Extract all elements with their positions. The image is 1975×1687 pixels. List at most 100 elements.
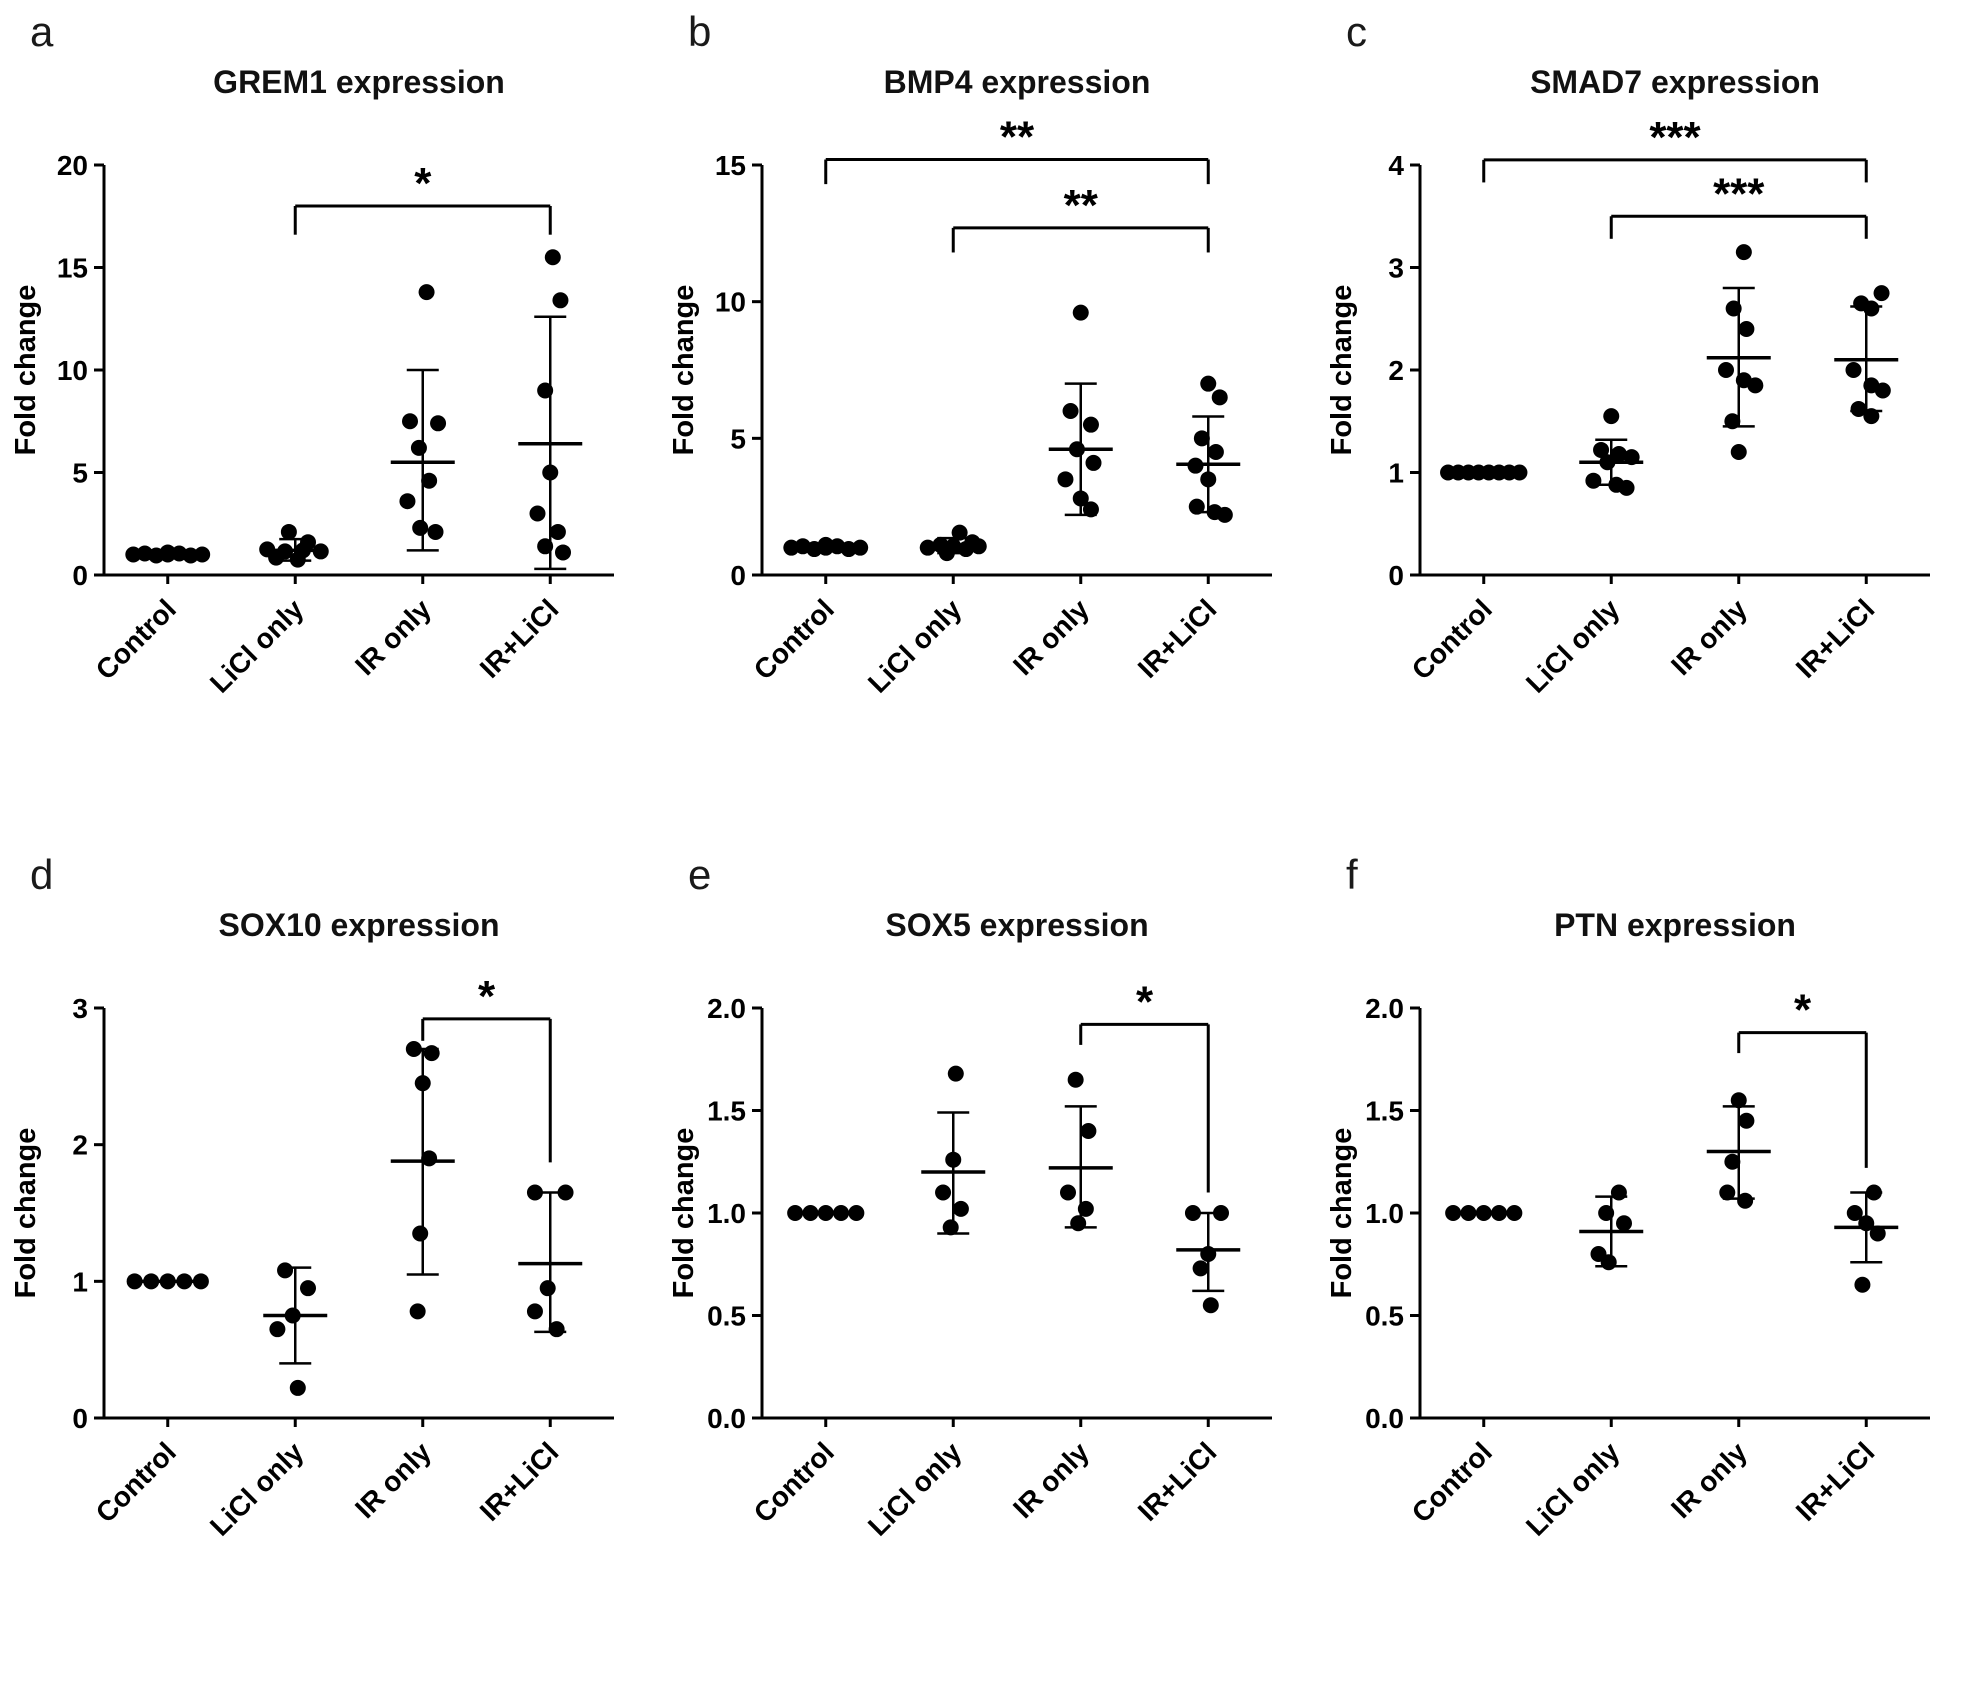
data-point (544, 249, 561, 266)
data-point (951, 524, 968, 541)
x-category-label: Control (1406, 593, 1498, 685)
data-point (529, 505, 546, 522)
sig-label: ** (1000, 113, 1035, 162)
data-point (1735, 244, 1752, 261)
y-axis-title: Fold change (1326, 1128, 1358, 1299)
data-point (1737, 1192, 1754, 1209)
panel-letter: c (1346, 8, 1367, 55)
data-point (1475, 1205, 1492, 1221)
data-point (1213, 1205, 1229, 1221)
panel-letter: b (688, 8, 712, 55)
data-point (1846, 1205, 1863, 1221)
data-point (1082, 501, 1099, 518)
data-point (947, 1065, 964, 1082)
data-point (1211, 389, 1228, 406)
scatter-plot-bmp4: 0 5 10 15 Fold change Control LiCl only IR only… (668, 113, 1272, 699)
data-point (1603, 408, 1620, 425)
data-point (1730, 1092, 1747, 1109)
panel-b: b BMP4 expression 0 5 10 15 Fold change Contr… (658, 0, 1316, 843)
data-point (548, 1321, 565, 1338)
data-point (1869, 1225, 1886, 1242)
sig-label: *** (1649, 113, 1701, 162)
data-point (1738, 321, 1755, 337)
y-tick-label: 0 (72, 1403, 88, 1434)
panel-title: PTN expression (1554, 907, 1796, 943)
scatter-plot-grem1: 0 5 10 15 20 Fold change Control LiCl only IR on… (10, 150, 614, 699)
data-point (409, 1303, 426, 1320)
x-category-label: LiCl only (204, 1436, 310, 1542)
x-category-label: Control (748, 1436, 840, 1528)
x-category-label: Control (90, 593, 182, 685)
data-point (1187, 457, 1204, 474)
y-axis-title: Fold change (1326, 285, 1358, 456)
data-point (542, 464, 559, 481)
data-point (421, 1150, 438, 1167)
x-category-label: Control (748, 593, 840, 685)
y-tick-label: 1.5 (707, 1096, 746, 1127)
x-category-label: IR+LiCl (1790, 1436, 1881, 1527)
y-axis-title: Fold change (10, 285, 42, 456)
data-point (526, 1303, 543, 1320)
y-tick-label: 4 (1388, 150, 1404, 181)
y-tick-label: 1.0 (707, 1198, 746, 1229)
data-point (1725, 300, 1742, 317)
data-point (268, 549, 285, 566)
sig-label: *** (1713, 169, 1765, 218)
panel-letter: e (688, 851, 712, 898)
data-point (1858, 1215, 1875, 1232)
data-point (555, 544, 571, 561)
data-point (1193, 430, 1210, 447)
data-point (1067, 1071, 1084, 1088)
data-point (1491, 1205, 1508, 1221)
data-point (1623, 449, 1640, 466)
scatter-plot-sox10: 0 1 2 3 Fold change Control LiCl only IR only IR… (10, 972, 614, 1542)
data-point (833, 1205, 850, 1221)
data-point (817, 536, 834, 553)
data-point (412, 519, 429, 536)
data-point (802, 1205, 819, 1221)
data-point (552, 292, 569, 309)
data-point (1184, 1205, 1201, 1221)
panel-letter: f (1346, 851, 1358, 898)
data-point (1200, 375, 1217, 392)
data-point (1610, 1184, 1627, 1201)
scatter-plot-sox5: 0.0 0.5 1.0 1.5 2.0 Fold change Control LiCl on… (668, 977, 1272, 1542)
x-category-label: IR+LiCl (1132, 593, 1223, 684)
y-tick-label: 2 (72, 1130, 88, 1161)
y-tick-label: 0 (1388, 560, 1404, 591)
y-tick-label: 5 (72, 458, 88, 489)
y-tick-label: 0 (730, 560, 746, 591)
panel-d: d SOX10 expression 0 1 2 3 Fold change Contro… (0, 843, 658, 1686)
panel-a: a GREM1 expression 0 5 10 15 20 Fold change Co… (0, 0, 658, 843)
data-point (1845, 362, 1862, 378)
y-tick-label: 10 (57, 355, 88, 386)
data-point (1719, 1184, 1736, 1201)
data-point (1747, 377, 1764, 394)
panel-c: c SMAD7 expression 0 1 2 3 4 Fold change Contr… (1316, 0, 1974, 843)
panel-title: SMAD7 expression (1530, 64, 1820, 100)
y-tick-label: 0.0 (707, 1403, 746, 1434)
data-point (399, 493, 416, 510)
data-point (1610, 446, 1627, 463)
y-axis-title: Fold change (668, 1128, 700, 1299)
data-point (1600, 1254, 1617, 1271)
data-point (1616, 1215, 1632, 1232)
y-tick-label: 1.5 (1365, 1096, 1404, 1127)
y-tick-label: 20 (57, 150, 88, 181)
data-point (182, 547, 199, 564)
data-point (1865, 1184, 1882, 1201)
x-category-label: LiCl only (862, 1436, 968, 1542)
data-point (537, 538, 554, 555)
panel-letter: a (30, 8, 54, 55)
data-point (289, 1379, 306, 1396)
data-point (1730, 444, 1747, 460)
data-point (1873, 285, 1890, 302)
x-category-label: IR+LiCl (474, 593, 565, 684)
data-point (143, 1273, 160, 1290)
data-point (1207, 444, 1224, 460)
data-point (402, 413, 418, 430)
y-tick-label: 15 (57, 253, 88, 284)
y-tick-label: 5 (730, 423, 746, 454)
data-point (1200, 1246, 1217, 1262)
